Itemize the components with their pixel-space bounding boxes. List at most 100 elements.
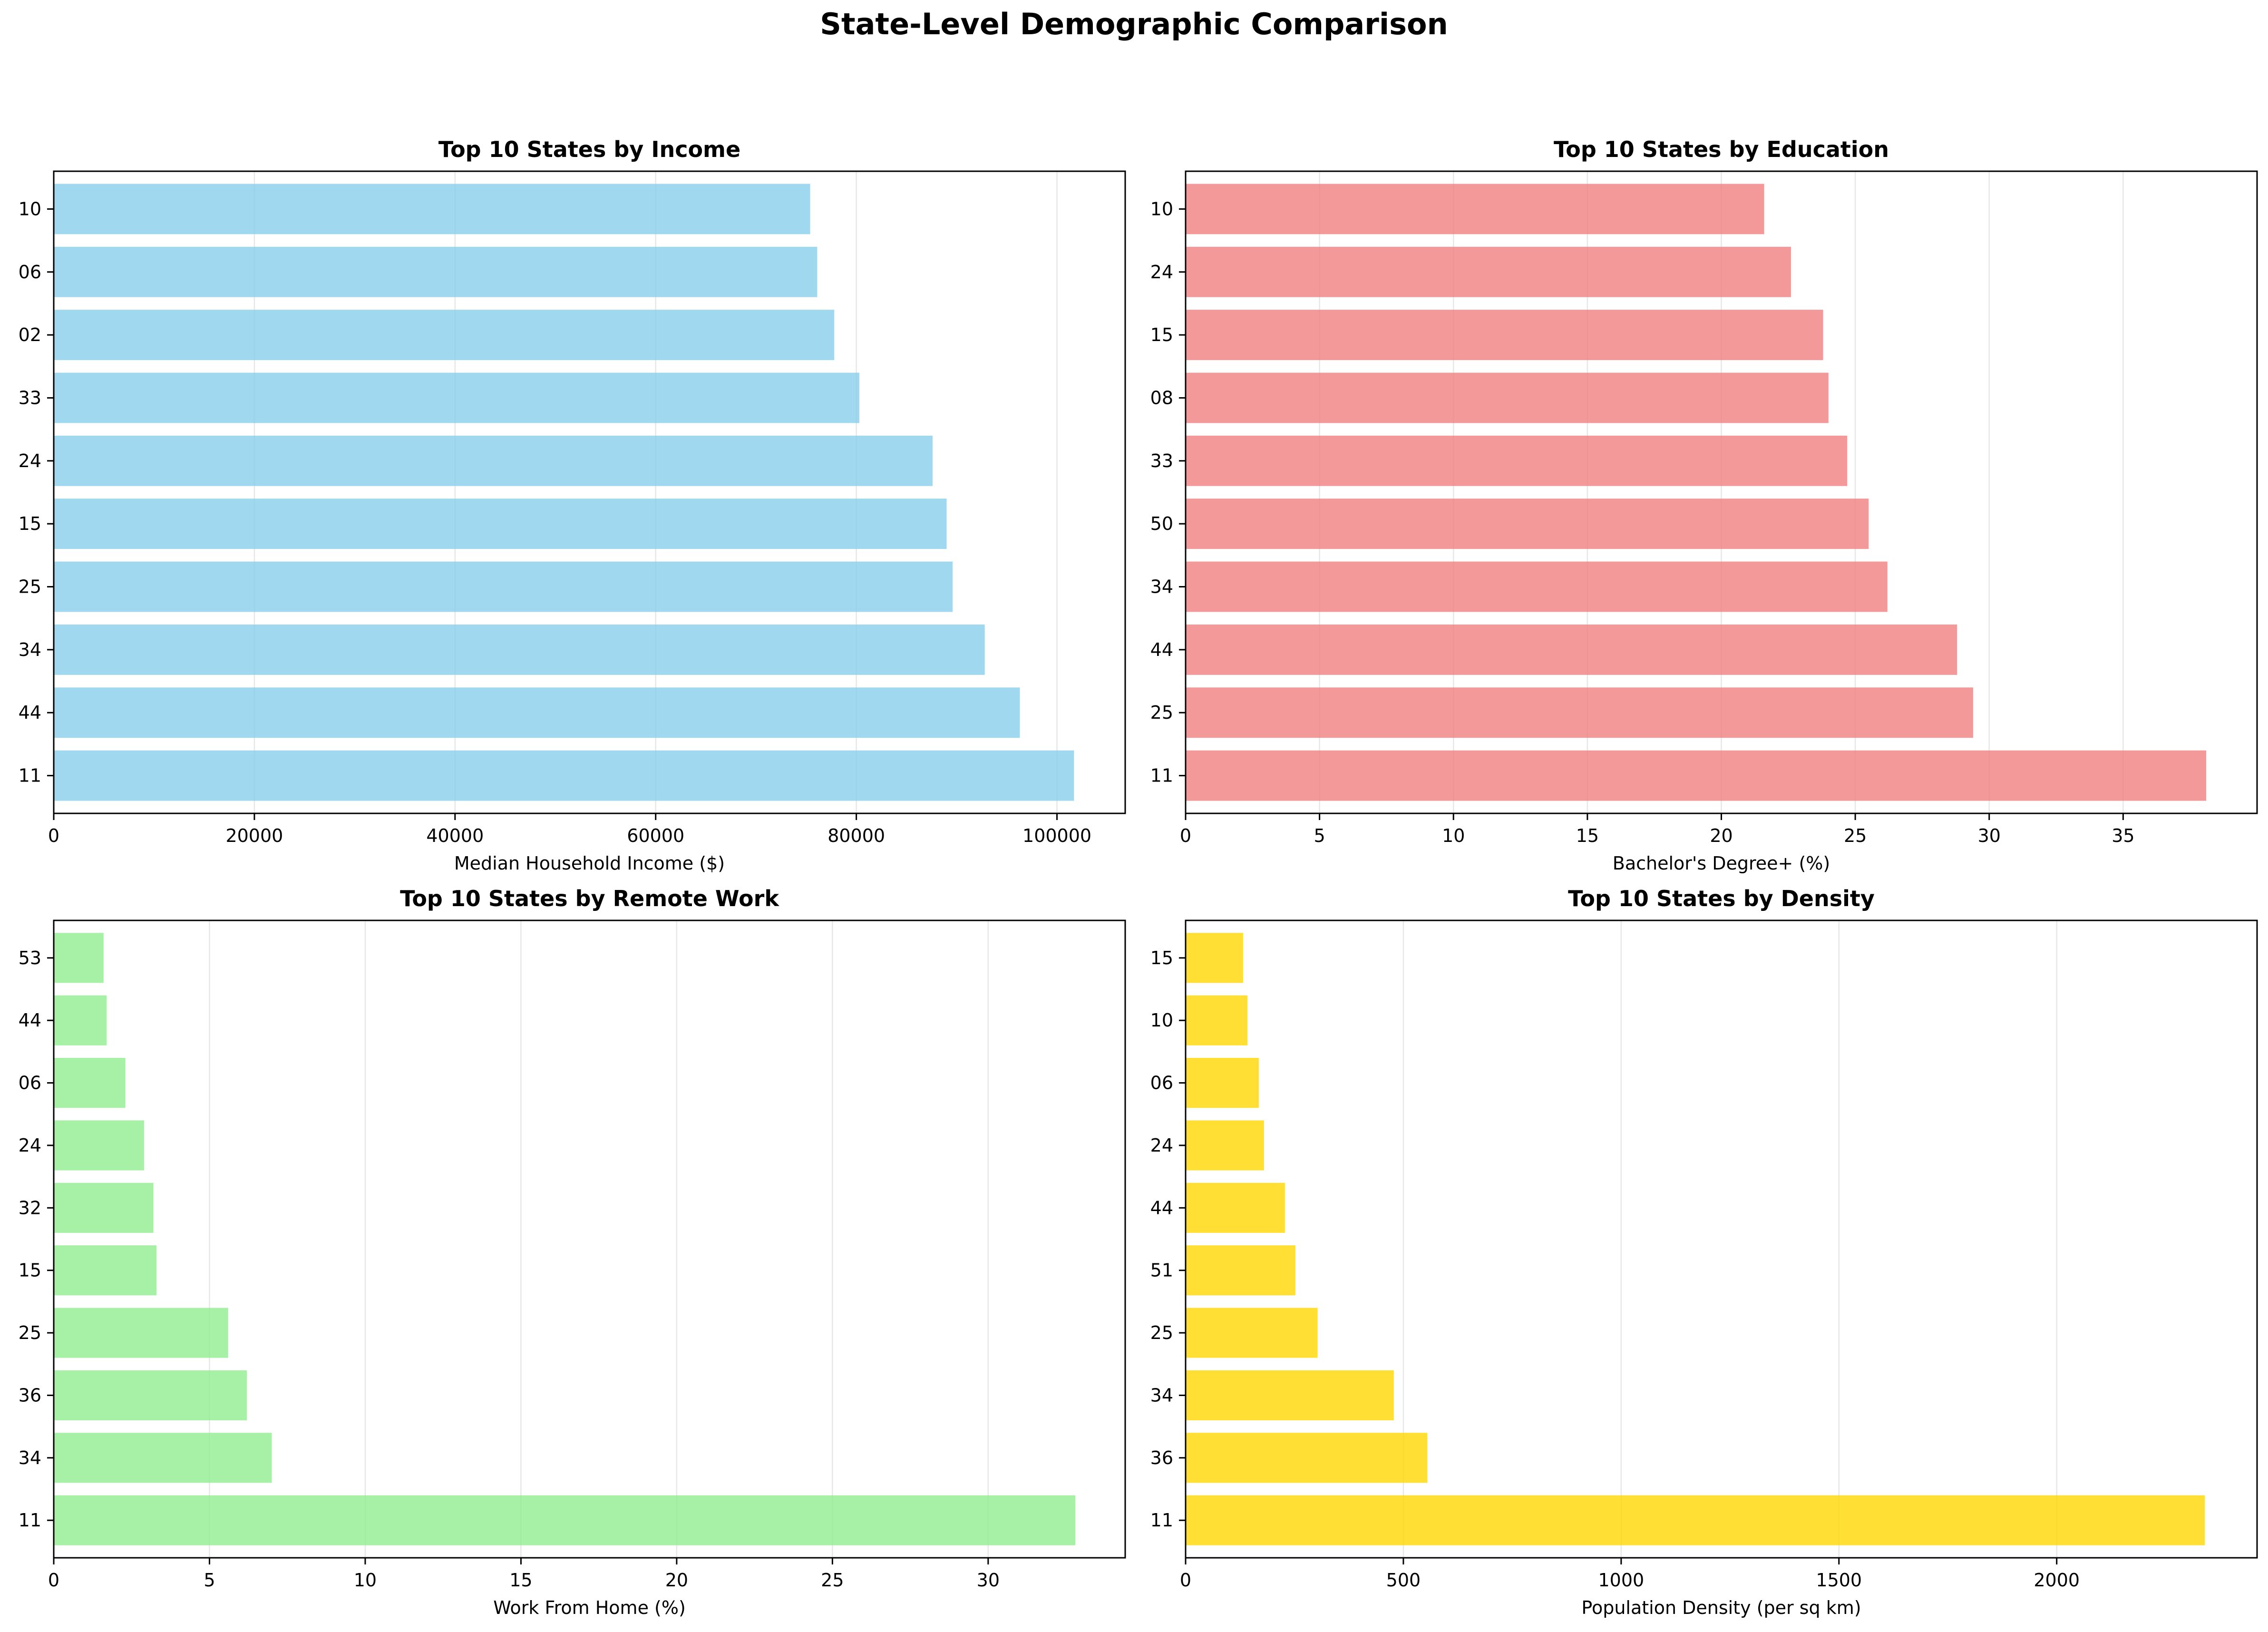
y-tick-label: 44 — [1150, 1197, 1173, 1218]
x-tick-label: 2000 — [2034, 1570, 2080, 1591]
bar-25 — [54, 1308, 228, 1358]
bar-11 — [54, 750, 1074, 801]
x-tick-label: 15 — [509, 1570, 532, 1591]
subplot-title: Top 10 States by Income — [438, 137, 740, 162]
x-axis-label: Median Household Income ($) — [454, 853, 725, 874]
subplot-2: 0 5 10 15 20 25 30 35 11 25 44 34 50 33 08 15 24 10 Top 10… — [1150, 137, 2258, 874]
x-axis-label: Bachelor's Degree+ (%) — [1613, 853, 1830, 874]
x-tick-label: 60000 — [627, 825, 684, 846]
bar-15 — [54, 1245, 157, 1296]
bar-10 — [1186, 995, 1248, 1046]
bar-36 — [1186, 1433, 1428, 1483]
x-axis-label: Work From Home (%) — [493, 1597, 686, 1618]
axes-frame — [1185, 919, 2258, 1559]
bar-50 — [1186, 498, 1869, 549]
x-tick-label: 10 — [1442, 825, 1465, 846]
x-tick-label: 20 — [1710, 825, 1733, 846]
x-tick-label: 25 — [1844, 825, 1867, 846]
axes-frame — [53, 919, 1126, 1559]
subplot-title: Top 10 States by Education — [1554, 137, 1889, 162]
x-tick-label: 1500 — [1816, 1570, 1862, 1591]
y-tick-label: 33 — [19, 387, 41, 408]
x-tick-label: 30 — [1978, 825, 2001, 846]
axes-frame — [53, 170, 1126, 814]
x-tick-label: 0 — [1180, 1570, 1191, 1591]
bar-44 — [54, 687, 1020, 738]
x-tick-label: 30 — [977, 1570, 1000, 1591]
y-tick-label: 25 — [19, 1322, 41, 1343]
y-tick-label: 15 — [19, 513, 41, 534]
y-tick-label: 02 — [19, 324, 41, 345]
bar-06 — [54, 1058, 126, 1108]
x-tick-label: 100000 — [1022, 825, 1091, 846]
bar-33 — [54, 372, 859, 423]
bar-24 — [1186, 246, 1791, 297]
y-tick-label: 51 — [1150, 1260, 1173, 1281]
bar-08 — [1186, 372, 1829, 423]
y-tick-label: 10 — [1150, 198, 1173, 219]
x-tick-label: 0 — [48, 825, 59, 846]
y-tick-label: 11 — [1150, 1510, 1173, 1531]
y-tick-label: 06 — [19, 1073, 41, 1094]
y-tick-label: 33 — [1150, 450, 1173, 471]
bar-15 — [54, 498, 947, 549]
bar-24 — [54, 435, 933, 486]
y-tick-label: 15 — [1150, 948, 1173, 968]
bar-44 — [1186, 624, 1957, 675]
subplot-4: 0 500 1000 1500 2000 11 36 34 25 51 44 24 06 10 15 Top … — [1150, 886, 2258, 1618]
bar-34 — [1186, 561, 1888, 612]
bar-36 — [54, 1370, 247, 1420]
y-tick-label: 06 — [1150, 1073, 1173, 1094]
subplot-1: 0 20000 40000 60000 80000 100000 11 44 34 25 15 24 3… — [19, 137, 1126, 874]
y-tick-label: 25 — [1150, 1322, 1173, 1343]
x-tick-label: 20 — [665, 1570, 688, 1591]
bar-02 — [54, 310, 835, 361]
bar-53 — [54, 933, 104, 983]
y-tick-label: 36 — [1150, 1447, 1173, 1468]
figure-title: State-Level Demographic Comparison — [820, 7, 1448, 41]
y-tick-label: 44 — [19, 702, 41, 723]
bar-25 — [1186, 687, 1973, 738]
bar-33 — [1186, 435, 1848, 486]
bar-06 — [1186, 1058, 1259, 1108]
bar-10 — [1186, 184, 1764, 235]
y-tick-label: 34 — [19, 1447, 41, 1468]
x-tick-label: 35 — [2112, 825, 2134, 846]
y-tick-label: 53 — [19, 948, 41, 968]
x-tick-label: 10 — [354, 1570, 377, 1591]
y-tick-label: 32 — [19, 1197, 41, 1218]
y-tick-label: 11 — [19, 1510, 41, 1531]
bar-25 — [1186, 1308, 1318, 1358]
subplot-title: Top 10 States by Density — [1568, 886, 1875, 911]
bar-11 — [54, 1495, 1076, 1545]
y-tick-label: 11 — [19, 765, 41, 786]
bar-34 — [1186, 1370, 1394, 1420]
y-tick-label: 25 — [19, 577, 41, 597]
x-tick-label: 20000 — [225, 825, 283, 846]
bar-15 — [1186, 933, 1243, 983]
x-tick-label: 80000 — [827, 825, 885, 846]
x-tick-label: 1000 — [1598, 1570, 1644, 1591]
y-tick-label: 44 — [19, 1010, 41, 1031]
bar-34 — [54, 624, 985, 675]
bar-34 — [54, 1433, 272, 1483]
x-tick-label: 40000 — [426, 825, 484, 846]
y-tick-label: 15 — [1150, 324, 1173, 345]
y-tick-label: 15 — [19, 1260, 41, 1281]
bar-24 — [1186, 1120, 1264, 1171]
bar-24 — [54, 1120, 144, 1171]
bar-51 — [1186, 1245, 1295, 1296]
y-tick-label: 50 — [1150, 513, 1173, 534]
y-tick-label: 34 — [1150, 1385, 1173, 1406]
x-tick-label: 5 — [1314, 825, 1325, 846]
bar-11 — [1186, 1495, 2205, 1545]
y-tick-label: 34 — [1150, 577, 1173, 597]
bar-25 — [54, 561, 953, 612]
x-tick-label: 15 — [1576, 825, 1599, 846]
x-tick-label: 0 — [1180, 825, 1191, 846]
bar-15 — [1186, 310, 1823, 361]
bar-44 — [54, 995, 107, 1046]
subplot-title: Top 10 States by Remote Work — [400, 886, 779, 911]
